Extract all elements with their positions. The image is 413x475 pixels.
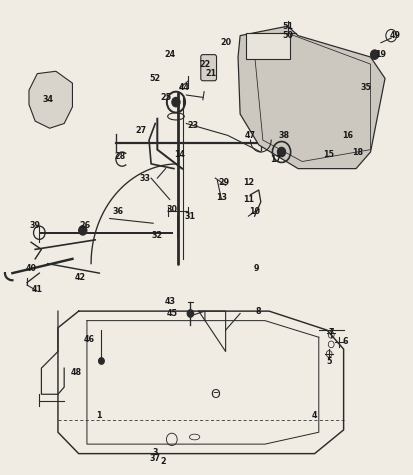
- Text: 11: 11: [242, 195, 253, 204]
- Text: 20: 20: [220, 38, 230, 47]
- Circle shape: [98, 358, 104, 364]
- FancyBboxPatch shape: [200, 55, 216, 81]
- Text: 49: 49: [389, 31, 400, 40]
- Text: 43: 43: [164, 297, 175, 306]
- Text: 2: 2: [160, 457, 166, 466]
- Text: 50: 50: [282, 31, 292, 40]
- Text: 41: 41: [32, 285, 43, 294]
- Text: 26: 26: [79, 221, 90, 230]
- Ellipse shape: [167, 113, 184, 120]
- Text: 23: 23: [187, 122, 197, 130]
- Text: 24: 24: [164, 50, 175, 59]
- Text: 1: 1: [96, 411, 102, 420]
- Text: 36: 36: [112, 207, 123, 216]
- Text: 42: 42: [75, 274, 86, 282]
- Text: 8: 8: [255, 307, 261, 315]
- Text: 6: 6: [342, 338, 348, 346]
- Text: 9: 9: [253, 264, 259, 273]
- Text: 33: 33: [139, 174, 150, 182]
- Text: 15: 15: [323, 150, 334, 159]
- Text: 18: 18: [352, 148, 363, 156]
- Polygon shape: [29, 71, 72, 128]
- Text: 22: 22: [199, 60, 210, 68]
- Text: $\Theta$: $\Theta$: [209, 388, 220, 401]
- Text: 34: 34: [42, 95, 53, 104]
- Text: 19: 19: [375, 50, 385, 59]
- Text: 38: 38: [278, 131, 288, 140]
- Text: 35: 35: [360, 84, 371, 92]
- Text: 52: 52: [150, 74, 160, 83]
- Text: 10: 10: [249, 207, 259, 216]
- Text: 17: 17: [269, 155, 280, 163]
- Polygon shape: [237, 26, 384, 169]
- Text: 12: 12: [242, 179, 253, 187]
- Text: 47: 47: [244, 131, 255, 140]
- Text: 5: 5: [325, 357, 331, 365]
- Text: 44: 44: [178, 84, 189, 92]
- Text: 40: 40: [26, 264, 36, 273]
- Text: 51: 51: [282, 22, 292, 30]
- Text: 21: 21: [205, 69, 216, 78]
- Text: 45: 45: [166, 309, 177, 318]
- Circle shape: [187, 310, 193, 317]
- Text: 32: 32: [152, 231, 162, 239]
- Text: 13: 13: [216, 193, 226, 201]
- Text: 4: 4: [311, 411, 317, 420]
- Text: 39: 39: [30, 221, 40, 230]
- Text: 3: 3: [152, 448, 158, 456]
- Circle shape: [78, 226, 87, 235]
- Circle shape: [171, 97, 180, 107]
- Text: 27: 27: [135, 126, 146, 135]
- Text: 16: 16: [342, 131, 352, 140]
- Text: 14: 14: [174, 150, 185, 159]
- Text: 31: 31: [185, 212, 195, 220]
- Text: 29: 29: [218, 179, 228, 187]
- Text: 46: 46: [83, 335, 94, 344]
- Text: 25: 25: [160, 93, 171, 102]
- Text: 7: 7: [328, 328, 333, 337]
- Circle shape: [370, 50, 378, 59]
- Circle shape: [277, 147, 285, 157]
- Text: 30: 30: [166, 205, 177, 213]
- Text: 37: 37: [150, 454, 160, 463]
- FancyBboxPatch shape: [246, 33, 289, 59]
- Ellipse shape: [189, 434, 199, 440]
- Text: 48: 48: [71, 369, 82, 377]
- Text: 28: 28: [114, 152, 126, 161]
